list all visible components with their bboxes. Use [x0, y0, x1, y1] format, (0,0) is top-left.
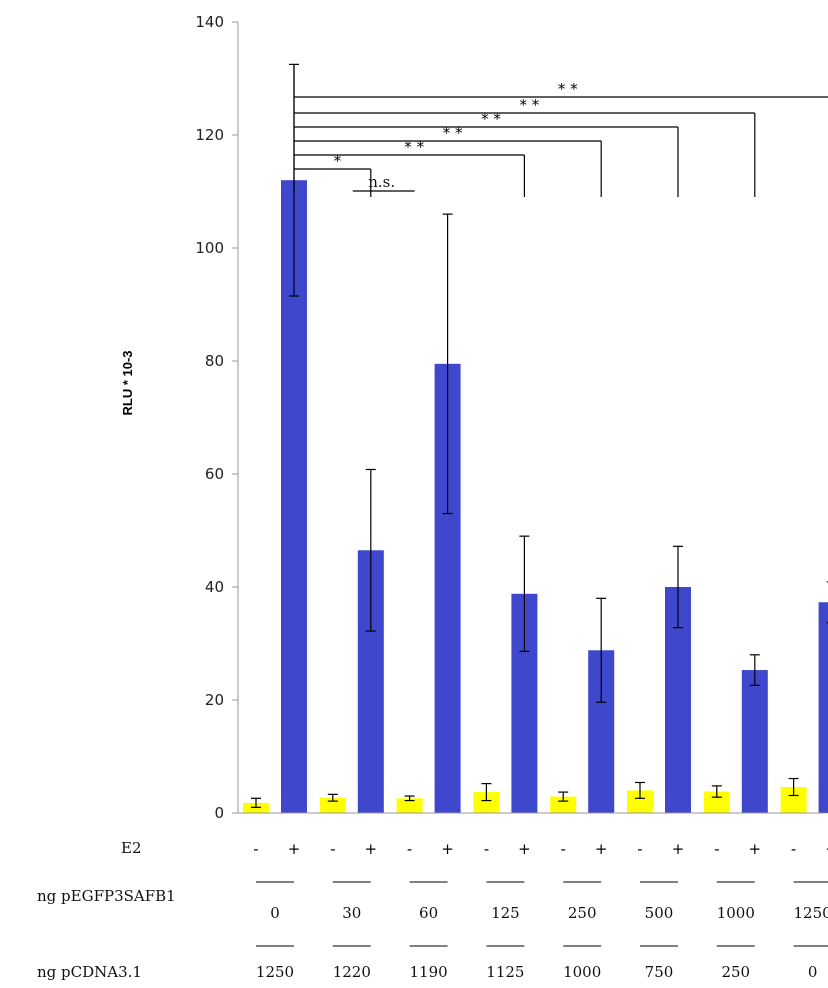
row-label-e2: E2: [121, 839, 142, 857]
e2-sign: -: [560, 840, 565, 858]
pegfp-amount: 60: [419, 904, 438, 922]
e2-sign: +: [672, 840, 685, 858]
e2-sign: -: [253, 840, 258, 858]
y-tick-label: 140: [195, 13, 224, 31]
y-tick-label: 0: [214, 804, 224, 822]
e2-sign: +: [288, 840, 301, 858]
bar-e2-plus: [741, 670, 768, 813]
pegfp-amount: 30: [342, 904, 361, 922]
bar-e2-minus: [396, 798, 423, 813]
significance-label: * *: [520, 96, 540, 114]
error-bars: [251, 63, 828, 808]
pcdna-amount: 1125: [486, 963, 524, 981]
pegfp-amount: 1250: [794, 904, 828, 922]
e2-sign: +: [595, 840, 608, 858]
y-axis: 0 20 40 60 80 100 120 140: [195, 13, 239, 822]
y-tick-label: 60: [205, 465, 224, 483]
e2-sign: +: [749, 840, 762, 858]
significance-label: * *: [443, 124, 463, 142]
e2-sign: -: [484, 840, 489, 858]
pcdna-amount: 1190: [410, 963, 448, 981]
row-label-pcdna: ng pCDNA3.1: [37, 963, 142, 981]
e2-sign: +: [825, 840, 828, 858]
significance-label: * *: [558, 80, 578, 98]
condition-rows: E2 ng pEGFP3SAFB1 ng pCDNA3.1 - - - - - - - - + + + + +…: [37, 839, 828, 981]
e2-sign: -: [637, 840, 642, 858]
ns-label: n.s.: [368, 173, 395, 191]
e2-sign: +: [441, 840, 454, 858]
significance-label: * *: [404, 138, 424, 156]
pcdna-amount: 1220: [333, 963, 371, 981]
row-label-pegfp: ng pEGFP3SAFB1: [37, 887, 176, 905]
pegfp-amount: 0: [270, 904, 280, 922]
significance-label: * *: [481, 110, 501, 128]
bar-e2-plus: [818, 602, 828, 813]
e2-sign: -: [330, 840, 335, 858]
y-tick-label: 80: [205, 352, 224, 370]
y-tick-label: 100: [195, 239, 224, 257]
pegfp-amount: 250: [568, 904, 597, 922]
pcdna-amount: 1000: [563, 963, 601, 981]
bars: [243, 180, 828, 813]
pegfp-amount: 125: [491, 904, 520, 922]
y-tick-label: 40: [205, 578, 224, 596]
significance-brackets: * n.s. * * * * * * * * * *: [293, 64, 828, 197]
e2-sign: -: [407, 840, 412, 858]
bar-e2-minus: [627, 790, 653, 813]
y-tick-label: 120: [195, 126, 224, 144]
bar-e2-minus: [550, 796, 577, 813]
e2-sign: -: [791, 840, 796, 858]
significance-label: *: [334, 152, 342, 170]
pcdna-amount: 750: [645, 963, 674, 981]
bar-e2-minus: [703, 791, 730, 813]
e2-sign: +: [365, 840, 378, 858]
bar-e2-minus: [473, 792, 500, 813]
y-axis-label: RLU * 10-3: [120, 350, 135, 415]
e2-sign: -: [714, 840, 719, 858]
y-tick-label: 20: [205, 691, 224, 709]
e2-sign: +: [518, 840, 531, 858]
pegfp-amount: 1000: [717, 904, 755, 922]
pegfp-amount: 500: [645, 904, 674, 922]
bar-e2-minus: [319, 797, 346, 813]
pcdna-amount: 250: [721, 963, 750, 981]
pcdna-amount: 0: [808, 963, 818, 981]
pcdna-amount: 1250: [256, 963, 294, 981]
